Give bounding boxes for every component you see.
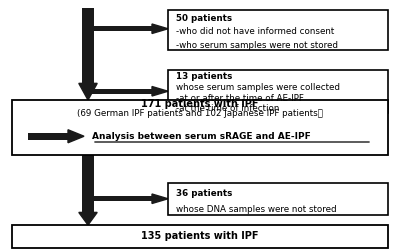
FancyBboxPatch shape (168, 182, 388, 215)
Text: (69 German IPF patients and 102 Japanese IPF patients）: (69 German IPF patients and 102 Japanese… (77, 108, 323, 118)
FancyBboxPatch shape (88, 89, 152, 94)
FancyBboxPatch shape (168, 10, 388, 50)
Text: 171 patients with IPF: 171 patients with IPF (141, 99, 259, 109)
Text: 135 patients with IPF: 135 patients with IPF (141, 231, 259, 241)
Text: -who serum samples were not stored: -who serum samples were not stored (176, 41, 338, 50)
Polygon shape (152, 194, 168, 203)
Text: 36 patients: 36 patients (176, 188, 232, 198)
Polygon shape (68, 130, 84, 143)
Text: -at or after the time of AE-IPF: -at or after the time of AE-IPF (176, 94, 304, 103)
FancyBboxPatch shape (168, 70, 388, 112)
Polygon shape (79, 212, 97, 225)
FancyBboxPatch shape (12, 100, 388, 155)
FancyBboxPatch shape (28, 133, 68, 140)
Text: whose DNA samples were not stored: whose DNA samples were not stored (176, 205, 337, 214)
FancyBboxPatch shape (88, 196, 152, 201)
Polygon shape (152, 86, 168, 96)
FancyBboxPatch shape (82, 155, 94, 212)
Text: -who did not have informed consent: -who did not have informed consent (176, 28, 334, 36)
Polygon shape (152, 24, 168, 34)
Text: 13 patients: 13 patients (176, 72, 232, 82)
Text: -at the time of infection: -at the time of infection (176, 104, 279, 113)
FancyBboxPatch shape (12, 225, 388, 248)
Text: whose serum samples were collected: whose serum samples were collected (176, 83, 340, 92)
FancyBboxPatch shape (88, 26, 152, 31)
Text: 50 patients: 50 patients (176, 14, 232, 23)
Text: Analysis between serum sRAGE and AE-IPF: Analysis between serum sRAGE and AE-IPF (92, 132, 311, 141)
Polygon shape (79, 83, 97, 100)
FancyBboxPatch shape (82, 8, 94, 83)
